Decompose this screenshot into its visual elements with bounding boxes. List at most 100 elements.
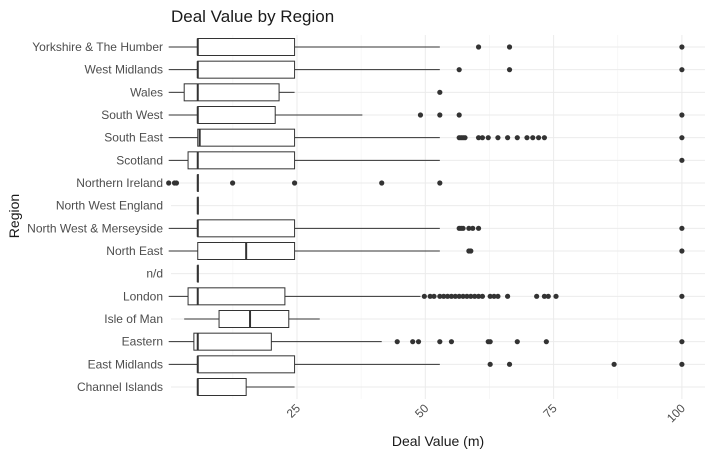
outlier-point [466, 225, 472, 231]
x-axis-title: Deal Value (m) [392, 433, 484, 449]
boxplot-eastern [168, 332, 685, 351]
boxplot-yorkshire-the-humber [168, 38, 685, 56]
outlier-point [452, 293, 458, 299]
y-tick-label: North West & Merseyside [27, 221, 163, 235]
box [197, 378, 247, 396]
outlier-point [448, 293, 455, 299]
boxplot-n-d [196, 264, 199, 283]
outlier-point [444, 293, 451, 299]
outlier-point [448, 339, 455, 345]
y-tick-label: Wales [130, 85, 163, 99]
outlier-point [462, 135, 468, 141]
outlier-point [441, 293, 447, 299]
boxplot-channel-islands [196, 378, 295, 396]
y-tick-label: North East [106, 244, 163, 258]
outlier-point [415, 339, 422, 345]
outlier-point [679, 157, 685, 163]
x-tick-label: 50 [412, 401, 432, 421]
outlier-point [553, 293, 559, 299]
y-tick-label: Channel Islands [77, 380, 163, 394]
outlier-point [456, 112, 462, 118]
outlier-point [514, 135, 520, 141]
y-tick-label: West Midlands [85, 63, 163, 77]
outlier-point [679, 248, 685, 254]
outlier-point [506, 67, 513, 73]
box [197, 106, 276, 124]
outlier-point [545, 293, 551, 299]
outlier-point [468, 293, 474, 299]
boxplot-north-east [168, 242, 685, 260]
outlier-point [475, 44, 482, 50]
x-tick-label: 25 [284, 401, 304, 421]
boxplot-scotland [168, 151, 685, 170]
outlier-point [230, 180, 236, 186]
outlier-point [487, 339, 493, 345]
box [183, 83, 280, 102]
y-tick-label: Isle of Man [104, 312, 163, 326]
boxplot-south-west [168, 106, 685, 124]
outlier-point [514, 339, 520, 345]
outlier-point [543, 339, 549, 345]
chart-title: Deal Value by Region [171, 7, 334, 26]
outlier-point [456, 67, 462, 73]
boxplots [166, 38, 685, 396]
x-axis-labels: 25 50 75 100 [284, 401, 688, 425]
boxplot-wales [168, 83, 443, 102]
boxplot-north-west-merseyside [168, 219, 685, 238]
outlier-point [524, 135, 530, 141]
y-tick-label: East Midlands [88, 357, 163, 371]
outlier-point [541, 135, 548, 141]
outlier-point [394, 339, 400, 345]
box [197, 60, 296, 79]
y-axis-title: Region [6, 194, 22, 238]
outlier-point [468, 248, 474, 254]
outlier-point [679, 135, 685, 141]
outlier-point [475, 225, 482, 231]
outlier-point [456, 293, 462, 299]
outlier-point [173, 180, 180, 186]
box [197, 355, 296, 374]
outlier-point [679, 67, 685, 73]
outlier-point [611, 361, 617, 367]
boxplot-north-west-england [196, 196, 199, 215]
outlier-point [495, 135, 501, 141]
outlier-point [464, 293, 470, 299]
outlier-point [431, 293, 437, 299]
outlier-point [437, 180, 443, 186]
outlier-point [505, 135, 511, 141]
y-tick-label: Eastern [122, 335, 163, 349]
outlier-point [472, 293, 478, 299]
outlier-point [487, 293, 493, 299]
outlier-point [479, 135, 486, 141]
boxplot-northern-ireland [166, 174, 443, 192]
outlier-point [679, 112, 685, 118]
y-tick-label: South West [101, 108, 163, 122]
outlier-point [505, 293, 511, 299]
box [187, 151, 296, 170]
outlier-point [437, 339, 443, 345]
box [197, 38, 296, 56]
outlier-point [437, 89, 443, 95]
outlier-point [679, 361, 685, 367]
outlier-point [437, 112, 443, 118]
outlier-point [485, 135, 491, 141]
outlier-point [487, 361, 493, 367]
outlier-point [166, 180, 172, 186]
outlier-point [475, 293, 482, 299]
boxplot-south-east [168, 128, 685, 147]
outlier-point [460, 225, 466, 231]
outlier-point [410, 339, 416, 345]
outlier-point [291, 180, 298, 186]
outlier-point [379, 180, 385, 186]
outlier-point [491, 293, 497, 299]
outlier-point [530, 135, 536, 141]
x-tick-label: 100 [664, 401, 688, 425]
y-tick-label: Northern Ireland [76, 176, 163, 190]
y-axis-labels: Yorkshire & The Humber West Midlands Wales… [27, 40, 163, 394]
outlier-point [417, 112, 424, 118]
outlier-point [475, 135, 482, 141]
box [197, 128, 296, 147]
y-tick-label: n/d [146, 267, 163, 281]
y-tick-label: North West England [56, 199, 163, 213]
